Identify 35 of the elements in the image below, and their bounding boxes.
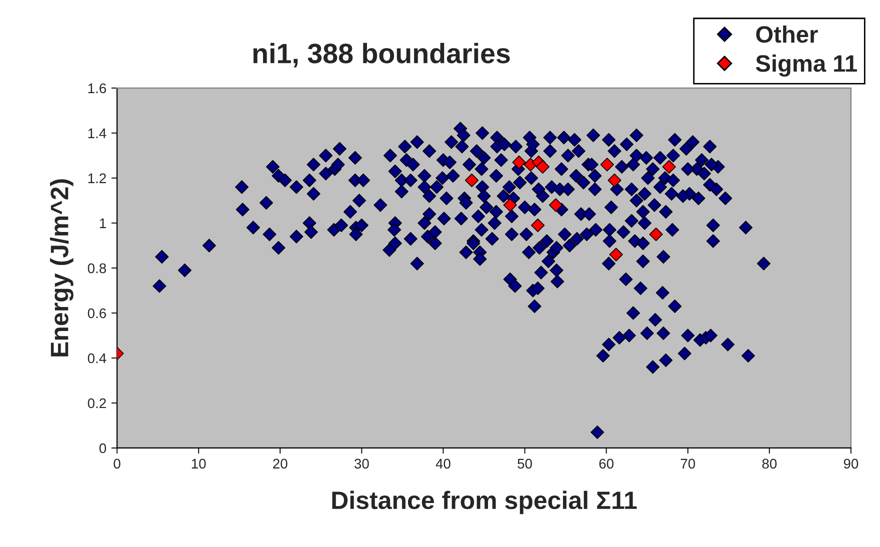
y-axis-title: Energy (J/m^2) [50,179,74,356]
point [503,198,517,212]
y-tick-label: 1.6 [88,83,106,94]
y-tick-label: 0.4 [88,353,106,364]
legend-label: Other [756,25,818,43]
point [609,248,623,262]
point [464,174,479,188]
legend-label: Sigma 11 [756,54,857,77]
point [608,174,622,188]
y-tick-label: 1.4 [88,128,106,138]
x-tick-label: 50 [518,458,532,469]
x-tick-label: 20 [273,458,288,469]
y-tick-label: 0.2 [88,398,106,408]
point [536,160,550,174]
point [600,158,614,172]
chart-title: ni1, 388 boundaries [253,42,510,68]
y-tick-label: 0.8 [88,263,106,274]
y-tick-label: 1 [100,218,106,228]
x-tick-label: 10 [192,458,206,469]
x-tick-label: 0 [114,458,120,469]
point [662,160,676,174]
point [531,218,545,232]
x-tick-label: 60 [599,458,614,469]
point [512,156,526,170]
x-tick-label: 40 [436,458,450,469]
y-tick-label: 0.6 [88,308,106,318]
x-axis-title: Distance from special Σ11 [332,490,637,514]
x-tick-label: 80 [762,458,777,469]
x-tick-label: 30 [354,458,369,469]
point [649,228,663,242]
point [548,198,563,212]
x-tick-label: 70 [680,458,696,469]
y-tick-label: 1.2 [88,173,106,184]
x-tick-label: 90 [844,458,858,469]
y-tick-label: 0 [99,443,106,454]
